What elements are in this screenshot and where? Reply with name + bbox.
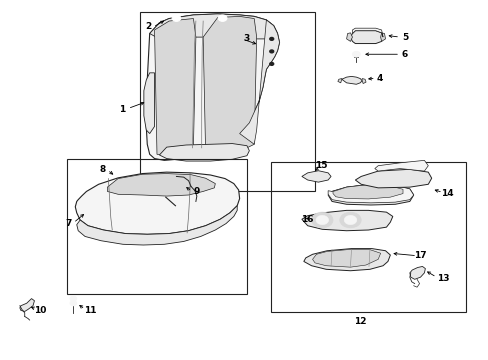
Bar <box>67 158 246 294</box>
Polygon shape <box>107 174 215 196</box>
Text: 13: 13 <box>436 274 448 283</box>
Polygon shape <box>341 76 362 84</box>
Polygon shape <box>350 31 382 44</box>
Polygon shape <box>327 184 413 203</box>
Circle shape <box>218 15 226 21</box>
Text: 5: 5 <box>401 33 407 42</box>
Text: 1: 1 <box>119 105 125 114</box>
Circle shape <box>70 301 77 306</box>
Polygon shape <box>159 144 249 161</box>
Polygon shape <box>327 184 413 205</box>
Polygon shape <box>355 169 431 188</box>
Polygon shape <box>143 73 154 134</box>
Text: 6: 6 <box>401 50 407 59</box>
Polygon shape <box>362 78 366 84</box>
Circle shape <box>269 63 273 65</box>
Circle shape <box>339 212 361 228</box>
Polygon shape <box>346 33 352 41</box>
Polygon shape <box>77 206 237 245</box>
Polygon shape <box>312 249 380 267</box>
Polygon shape <box>409 266 425 279</box>
Bar <box>140 12 314 191</box>
Text: 7: 7 <box>65 219 72 228</box>
Text: 8: 8 <box>99 165 105 174</box>
Polygon shape <box>75 172 239 234</box>
Text: 17: 17 <box>413 251 426 260</box>
Text: 16: 16 <box>301 215 313 224</box>
Bar <box>271 162 465 312</box>
Circle shape <box>269 50 273 53</box>
Polygon shape <box>20 298 34 311</box>
Circle shape <box>269 37 273 40</box>
Circle shape <box>344 215 356 225</box>
Circle shape <box>311 212 332 228</box>
Text: 3: 3 <box>244 34 249 43</box>
Text: 14: 14 <box>441 189 453 198</box>
Polygon shape <box>352 28 382 37</box>
Polygon shape <box>203 17 256 153</box>
Text: 11: 11 <box>83 306 96 315</box>
Polygon shape <box>337 78 341 83</box>
Circle shape <box>352 51 360 57</box>
Polygon shape <box>303 249 389 271</box>
Polygon shape <box>332 185 402 199</box>
Polygon shape <box>239 20 279 144</box>
Polygon shape <box>149 14 277 39</box>
Text: 12: 12 <box>353 316 366 325</box>
Text: 4: 4 <box>376 75 382 84</box>
Circle shape <box>70 296 77 301</box>
Text: 2: 2 <box>145 22 151 31</box>
Polygon shape <box>301 210 392 231</box>
Polygon shape <box>146 14 279 160</box>
Text: 9: 9 <box>193 187 200 196</box>
Text: 15: 15 <box>314 161 327 170</box>
Circle shape <box>172 15 181 21</box>
Circle shape <box>315 215 328 225</box>
Text: 10: 10 <box>34 306 46 315</box>
Polygon shape <box>374 160 427 171</box>
Polygon shape <box>154 18 196 156</box>
Polygon shape <box>301 171 330 182</box>
Polygon shape <box>380 33 385 41</box>
